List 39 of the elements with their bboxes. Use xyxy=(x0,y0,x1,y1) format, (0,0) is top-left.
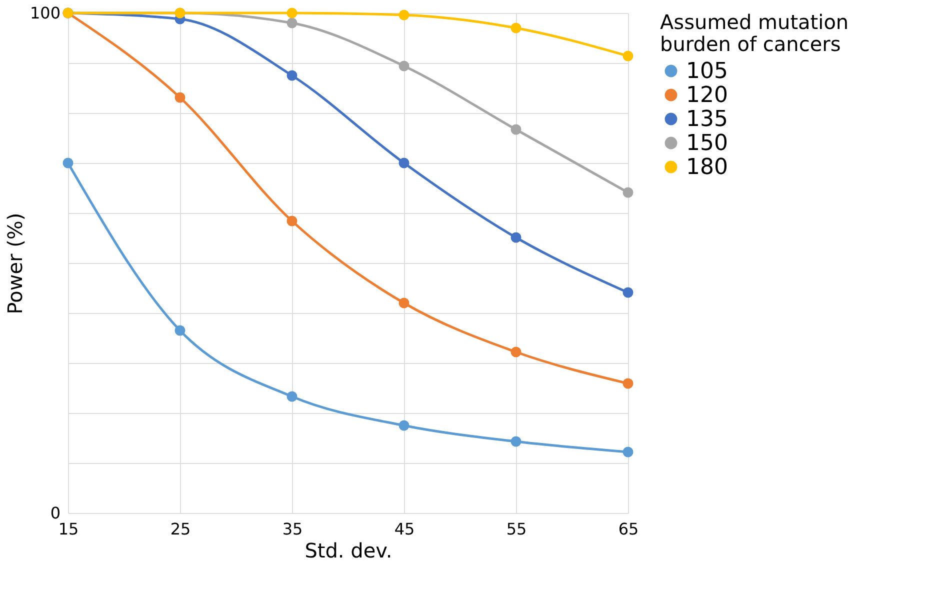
legend-label: 135 xyxy=(686,107,728,132)
point xyxy=(510,22,522,34)
x-tick-label: 25 xyxy=(170,520,191,538)
x-tick-label: 55 xyxy=(506,520,527,538)
point xyxy=(622,50,634,62)
x-tick-label: 15 xyxy=(58,520,79,538)
point xyxy=(398,420,410,431)
point xyxy=(286,391,298,402)
point xyxy=(174,92,186,103)
y-tick-label: 0 xyxy=(50,504,60,522)
x-tick-label: 65 xyxy=(618,520,639,538)
point xyxy=(510,232,522,243)
legend-label: 105 xyxy=(686,59,728,84)
point xyxy=(510,346,522,358)
point xyxy=(286,70,298,81)
point xyxy=(510,436,522,447)
point xyxy=(398,158,410,168)
point xyxy=(622,446,634,458)
point xyxy=(174,325,186,336)
point xyxy=(510,124,522,135)
point xyxy=(62,158,74,168)
x-tick-label: 35 xyxy=(282,520,303,538)
y-axis-title: Power (%) xyxy=(2,212,27,314)
legend-label: 120 xyxy=(686,83,728,108)
point xyxy=(286,8,298,18)
point xyxy=(398,60,410,72)
point xyxy=(286,18,298,28)
x-axis-title: Std. dev. xyxy=(304,538,392,562)
point xyxy=(622,187,634,198)
y-tick-label: 100 xyxy=(30,4,60,22)
x-tick-label: 45 xyxy=(394,520,415,538)
point xyxy=(622,378,634,389)
point xyxy=(622,287,634,298)
point xyxy=(398,298,410,308)
legend-label: 180 xyxy=(686,155,728,180)
legend-title: Assumed mutation burden of cancers xyxy=(660,10,849,56)
point xyxy=(398,10,410,20)
legend-label: 150 xyxy=(686,131,728,156)
point xyxy=(286,216,298,226)
